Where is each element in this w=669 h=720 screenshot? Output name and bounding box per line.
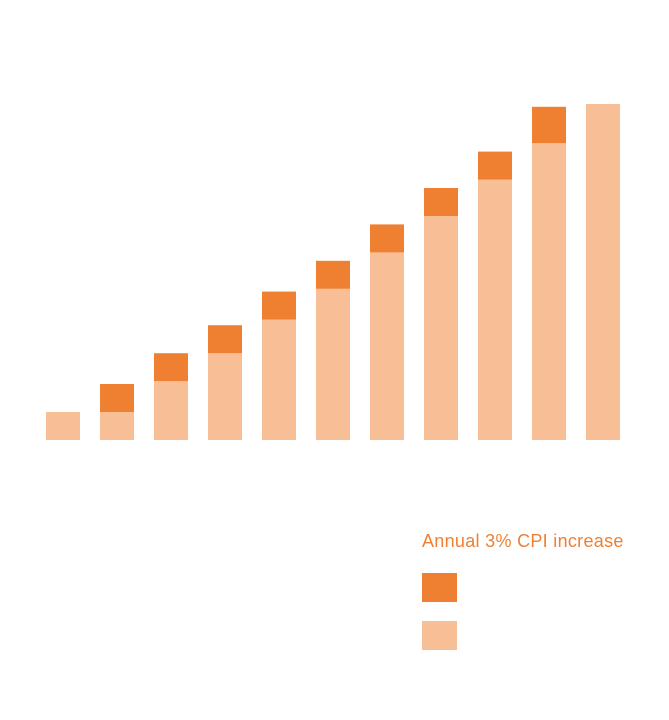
legend-swatch-base (422, 621, 457, 650)
bar-base-6 (316, 288, 350, 440)
bar-increase-5 (262, 291, 296, 320)
bar-increase-10 (532, 106, 566, 144)
bar-base-2 (100, 412, 134, 440)
bar-increase-4 (208, 325, 242, 354)
bar-base-9 (478, 179, 512, 440)
bar-increase-9 (478, 151, 512, 180)
bar-increase-8 (424, 188, 458, 216)
bar-base-4 (208, 353, 242, 440)
bar-base-8 (424, 216, 458, 440)
bar-base-7 (370, 252, 404, 440)
bar-increase-6 (316, 260, 350, 289)
bar-base-10 (532, 143, 566, 440)
bar-increase-7 (370, 224, 404, 253)
bar-base-1 (46, 412, 80, 440)
bar-increase-3 (154, 353, 188, 382)
legend-title: Annual 3% CPI increase (422, 531, 624, 551)
bar-base-3 (154, 381, 188, 440)
bar-base-11 (586, 104, 620, 440)
bar-base-5 (262, 319, 296, 440)
bar-increase-2 (100, 384, 134, 412)
legend-swatch-increase (422, 573, 457, 602)
